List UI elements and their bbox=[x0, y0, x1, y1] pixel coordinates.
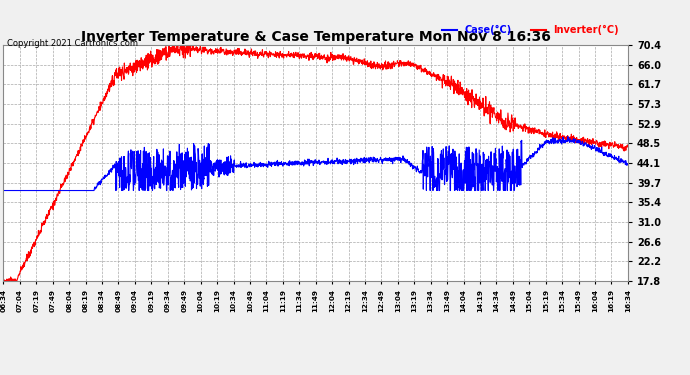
Title: Inverter Temperature & Case Temperature Mon Nov 8 16:36: Inverter Temperature & Case Temperature … bbox=[81, 30, 551, 44]
Legend: Case(°C), Inverter(°C): Case(°C), Inverter(°C) bbox=[438, 21, 623, 39]
Text: Copyright 2021 Cartronics.com: Copyright 2021 Cartronics.com bbox=[7, 39, 138, 48]
